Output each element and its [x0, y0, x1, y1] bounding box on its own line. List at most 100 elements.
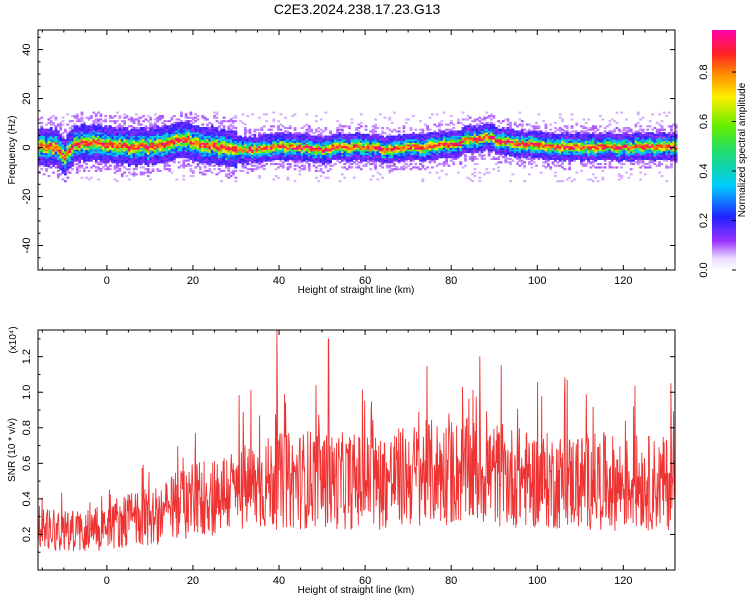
spectrogram-cell: [419, 142, 422, 145]
spectrogram-cell: [61, 156, 65, 159]
spectrogram-cell: [243, 128, 247, 131]
spectrogram-cell: [243, 126, 247, 130]
spectrogram-cell: [397, 140, 401, 143]
spectrogram-cell: [54, 154, 58, 157]
spectrogram-cell: [217, 159, 221, 162]
spectrogram-cell: [187, 156, 190, 159]
spectrogram-cell: [395, 156, 399, 159]
spectrogram-cell: [378, 142, 382, 145]
spectrogram-cell: [142, 132, 145, 135]
spectrogram-cell: [490, 118, 493, 121]
spectrogram-cell: [296, 142, 299, 145]
spectrogram-cell: [87, 157, 91, 160]
spectrogram-cell: [537, 125, 541, 128]
spectrogram-cell: [359, 168, 363, 171]
spectrogram-cell: [177, 133, 181, 136]
spectrogram-cell: [430, 152, 434, 155]
spectrogram-cell: [170, 154, 174, 157]
spectrogram-cell: [97, 120, 100, 123]
spectrogram-cell: [253, 159, 257, 162]
spectrogram-cell: [262, 149, 266, 152]
spectrogram-cell: [336, 154, 340, 157]
spectrogram-cell: [49, 116, 53, 119]
spectrogram-cell: [125, 152, 129, 155]
spectrogram-cell: [229, 142, 233, 145]
spectrogram-cell: [213, 149, 216, 152]
spectrogram-cell: [66, 154, 70, 157]
spectrogram-cell: [161, 114, 164, 118]
spectrogram-cell: [433, 154, 437, 157]
spectrogram-cell: [120, 152, 124, 155]
spectrogram-cell: [267, 154, 271, 157]
spectrogram-cell: [395, 154, 399, 157]
spectrogram-cell: [127, 144, 131, 147]
spectrogram-cell: [125, 144, 129, 147]
spectrogram-cell: [132, 130, 136, 133]
spectrogram-cell: [47, 166, 51, 169]
spectrogram-cell: [142, 171, 145, 174]
spectrogram-cell: [118, 130, 122, 133]
spectrogram-cell: [243, 133, 247, 136]
spectrogram-cell: [227, 120, 231, 123]
spectrogram-cell: [56, 159, 60, 162]
spectrogram-cell: [333, 152, 337, 155]
spectrogram-cell: [168, 168, 171, 171]
spectrogram-cell: [78, 137, 82, 140]
spectrogram-cell: [518, 137, 522, 140]
spectrogram-cell: [416, 137, 420, 140]
spectrogram-cell: [513, 145, 517, 148]
spectrogram-cell: [520, 130, 524, 133]
spectrogram-cell: [511, 144, 515, 147]
spectrogram-cell: [163, 132, 167, 135]
spectrogram-cell: [535, 147, 538, 150]
spectrogram-cell: [449, 128, 453, 131]
spectrogram-cell: [151, 133, 155, 136]
spectrogram-cell: [135, 154, 138, 157]
spectrogram-cell: [40, 162, 44, 166]
spectrogram-cell: [118, 159, 122, 162]
spectrogram-cell: [267, 128, 271, 131]
spectrogram-cell: [64, 156, 67, 159]
spectrogram-cell: [59, 157, 63, 160]
spectrogram-cell: [97, 154, 100, 157]
spectrogram-cell: [243, 157, 247, 160]
spectrogram-cell: [317, 138, 321, 142]
spectrogram-cell: [388, 157, 392, 160]
spectrogram-cell: [303, 135, 306, 138]
spectrogram-cell: [206, 157, 209, 160]
spectrogram-cell: [539, 144, 543, 147]
spectrogram-cell: [61, 154, 65, 157]
spectrogram-cell: [499, 144, 503, 147]
spectrogram-cell: [549, 142, 553, 145]
spectrogram-cell: [146, 164, 150, 167]
spectrogram-cell: [404, 135, 408, 138]
spectrogram-cell: [49, 126, 53, 130]
spectrogram-cell: [329, 132, 332, 135]
spectrogram-cell: [187, 121, 190, 124]
spectrogram-cell: [75, 156, 79, 159]
spectrogram-cell: [194, 133, 198, 136]
spectrogram-cell: [452, 142, 456, 145]
spectrogram-cell: [101, 149, 105, 152]
spectrogram-cell: [258, 138, 261, 142]
spectrogram-cell: [357, 140, 361, 143]
spectrogram-cell: [466, 140, 470, 143]
spectrogram-cell: [485, 168, 489, 171]
spectrogram-cell: [409, 144, 413, 147]
spectrogram-cell: [243, 159, 247, 162]
spectrogram-cell: [234, 176, 238, 179]
spectrogram-cell: [61, 168, 65, 171]
spectrogram-cell: [175, 128, 179, 131]
spectrogram-cell: [73, 128, 77, 131]
spectrogram-cell: [433, 135, 437, 138]
spectrogram-cell: [73, 137, 77, 140]
spectrogram-cell: [258, 144, 261, 147]
spectrogram-cell: [416, 147, 420, 150]
spectrogram-cell: [286, 154, 290, 157]
spectrogram-cell: [504, 150, 508, 154]
spectrogram-cell: [109, 140, 112, 143]
spectrogram-cell: [118, 169, 122, 172]
spectrogram-cell: [215, 152, 219, 155]
spectrogram-cell: [535, 125, 538, 128]
spectrogram-cell: [75, 154, 79, 157]
